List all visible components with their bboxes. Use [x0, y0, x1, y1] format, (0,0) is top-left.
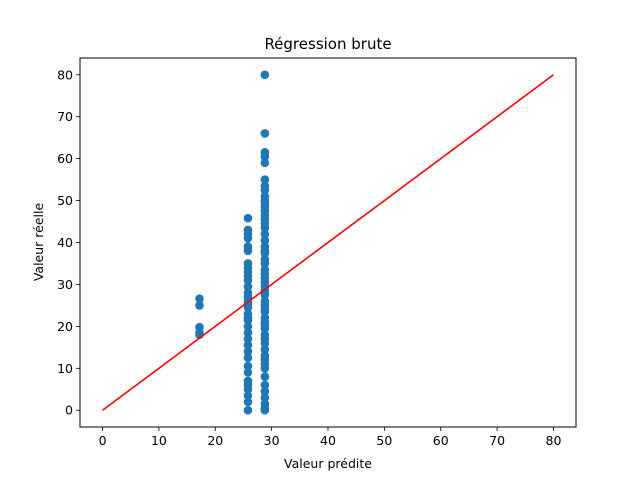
- scatter-point: [260, 305, 270, 314]
- plot-area: [102, 70, 554, 415]
- scatter-point: [260, 265, 270, 275]
- scatter-point: [260, 246, 270, 256]
- y-tick-label: 40: [57, 235, 73, 250]
- scatter-point: [243, 282, 253, 291]
- scatter-point: [243, 397, 253, 407]
- chart-title: Régression brute: [264, 35, 391, 53]
- scatter-point: [243, 340, 253, 350]
- scatter-point: [260, 236, 270, 245]
- scatter-point: [260, 393, 270, 402]
- y-tick-label: 30: [57, 277, 73, 292]
- scatter-point: [243, 259, 253, 268]
- x-axis-label: Valeur prédite: [284, 456, 372, 471]
- x-tick-label: 50: [376, 433, 392, 448]
- scatter-point: [260, 181, 270, 191]
- scatter-point: [260, 330, 270, 340]
- scatter-point: [260, 129, 270, 138]
- scatter-point: [260, 359, 270, 369]
- scatter-point: [260, 148, 270, 157]
- scatter-point: [260, 158, 270, 168]
- scatter-point: [243, 288, 253, 298]
- scatter-point: [260, 229, 270, 239]
- x-tick-label: 30: [264, 433, 280, 448]
- y-tick-label: 20: [57, 319, 73, 334]
- y-tick-label: 60: [57, 151, 73, 166]
- scatter-point: [243, 213, 253, 223]
- x-tick-label: 60: [433, 433, 449, 448]
- scatter-point: [243, 322, 253, 331]
- y-tick-label: 10: [57, 361, 73, 376]
- scatter-point: [260, 317, 270, 327]
- scatter-point: [243, 368, 253, 377]
- y-tick-label: 0: [65, 403, 73, 418]
- x-tick-label: 10: [151, 433, 167, 448]
- y-axis-label: Valeur réelle: [31, 203, 46, 282]
- scatter-point: [243, 347, 253, 356]
- scatter-point: [243, 353, 253, 363]
- scatter-point: [260, 372, 270, 381]
- x-tick-label: 20: [207, 433, 223, 448]
- scatter-point: [243, 391, 253, 400]
- x-tick-label: 70: [489, 433, 505, 448]
- scatter-point: [243, 328, 253, 337]
- x-tick-label: 0: [99, 433, 107, 448]
- y-tick-label: 80: [57, 67, 73, 82]
- scatter-point: [260, 175, 270, 184]
- x-axis-ticks: 0 10 20 30 40 50 60 70 80: [99, 427, 562, 448]
- scatter-point: [260, 196, 270, 205]
- scatter-point: [243, 361, 253, 371]
- scatter-point: [260, 380, 270, 390]
- y-tick-label: 50: [57, 193, 73, 208]
- scatter-point: [195, 294, 204, 303]
- scatter-point: [260, 296, 270, 306]
- scatter-point: [260, 70, 270, 80]
- y-tick-label: 70: [57, 109, 73, 124]
- x-tick-label: 40: [320, 433, 336, 448]
- scatter-point: [260, 387, 270, 396]
- scatter-point: [243, 334, 253, 344]
- scatter-point: [243, 405, 253, 415]
- scatter-point: [243, 313, 253, 323]
- scatter-point: [243, 242, 253, 251]
- scatter-point: [260, 399, 270, 409]
- plot-frame: [79, 57, 577, 428]
- scatter-point: [195, 301, 204, 310]
- scatter-point: [260, 259, 270, 268]
- scatter-point: [243, 225, 253, 235]
- x-tick-label: 80: [546, 433, 562, 448]
- scatter-point: [243, 376, 253, 386]
- scatter-point: [260, 345, 270, 354]
- y-axis-ticks: 0 10 20 30 40 50 60 70 80: [57, 67, 80, 418]
- identity-line: [102, 74, 554, 411]
